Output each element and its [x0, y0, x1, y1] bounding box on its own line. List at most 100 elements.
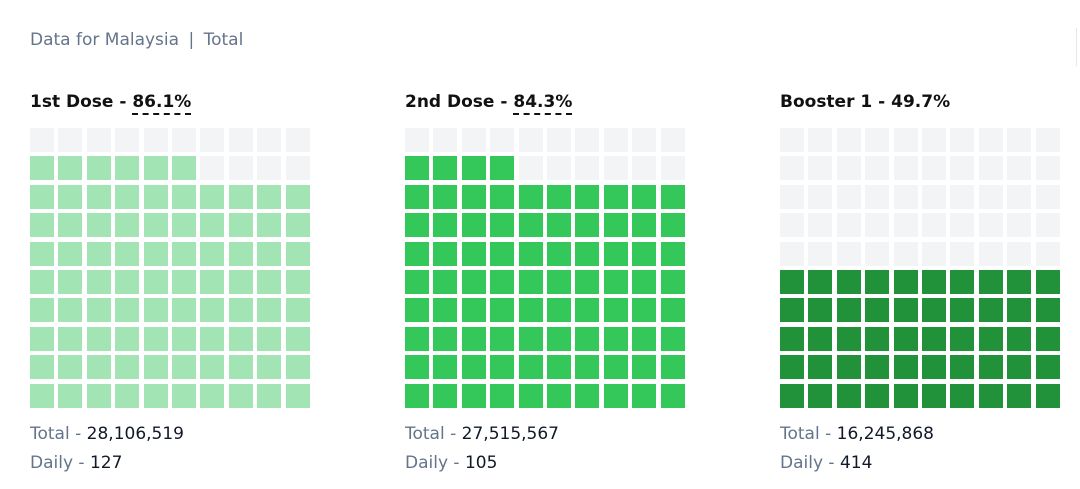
waffle-cell-filled: [632, 241, 657, 266]
waffle-cell-filled: [86, 184, 111, 209]
panel-title: Booster 1 - 49.7%: [780, 91, 1062, 115]
waffle-cell-filled: [228, 270, 253, 294]
waffle-cell-filled: [547, 270, 571, 294]
waffle-cell-filled: [518, 383, 543, 408]
waffle-cell-empty: [1035, 184, 1060, 209]
waffle-cell-empty: [836, 213, 861, 238]
waffle-cell-filled: [143, 156, 168, 181]
waffle-cell-filled: [433, 213, 458, 238]
waffle-cell-filled: [603, 326, 628, 351]
waffle-cell-filled: [865, 355, 890, 380]
waffle-cell-filled: [461, 241, 486, 266]
total-value: 28,106,519: [86, 424, 184, 444]
percent-label[interactable]: 86.1%: [132, 92, 192, 115]
waffle-cell-filled: [780, 383, 804, 408]
waffle-cell-filled: [490, 156, 515, 181]
waffle-cell-filled: [490, 241, 515, 266]
waffle-cell-filled: [86, 298, 111, 323]
waffle-cell-filled: [978, 326, 1003, 351]
waffle-cell-filled: [172, 383, 196, 408]
daily-key: Daily -: [30, 453, 90, 473]
waffle-cell-empty: [978, 184, 1003, 209]
waffle-cell-filled: [575, 213, 600, 238]
waffle-cell-filled: [172, 241, 196, 266]
waffle-cell-filled: [978, 270, 1003, 294]
waffle-cell-filled: [257, 383, 282, 408]
waffle-cell-filled: [950, 383, 975, 408]
waffle-cell-filled: [115, 184, 140, 209]
waffle-cell-filled: [518, 270, 543, 294]
waffle-cell-filled: [865, 298, 890, 323]
waffle-cell-empty: [228, 156, 253, 181]
title-separator: -: [494, 92, 514, 112]
waffle-cell-filled: [461, 298, 486, 323]
waffle-cell-filled: [172, 326, 196, 351]
scope-label[interactable]: Total: [203, 30, 244, 50]
waffle-cell-filled: [780, 298, 804, 323]
waffle-cell-filled: [547, 298, 571, 323]
waffle-cell-filled: [603, 298, 628, 323]
waffle-cell-empty: [922, 184, 946, 209]
waffle-cell-filled: [257, 298, 282, 323]
waffle-cell-filled: [836, 383, 861, 408]
waffle-cell-filled: [30, 213, 54, 238]
waffle-cell-empty: [575, 128, 600, 152]
waffle-cell-empty: [143, 128, 168, 152]
waffle-cell-filled: [836, 355, 861, 380]
title-separator: -: [113, 92, 133, 112]
panel-booster-1: Booster 1 - 49.7% Total - 16,245,868 Dai…: [780, 91, 1062, 473]
waffle-cell-filled: [433, 156, 458, 181]
waffle-cell-filled: [285, 270, 310, 294]
waffle-cell-empty: [978, 241, 1003, 266]
waffle-cell-filled: [547, 355, 571, 380]
waffle-cell-filled: [143, 326, 168, 351]
waffle-cell-filled: [115, 156, 140, 181]
waffle-cell-filled: [575, 184, 600, 209]
waffle-cell-filled: [660, 383, 685, 408]
waffle-cell-filled: [58, 213, 83, 238]
waffle-cell-filled: [922, 383, 946, 408]
waffle-cell-empty: [1035, 156, 1060, 181]
waffle-cell-filled: [575, 241, 600, 266]
waffle-cell-filled: [950, 326, 975, 351]
waffle-cell-filled: [865, 383, 890, 408]
percent-label[interactable]: 84.3%: [513, 92, 573, 115]
waffle-cell-empty: [922, 213, 946, 238]
waffle-cell-filled: [200, 298, 225, 323]
waffle-cell-filled: [433, 355, 458, 380]
waffle-cell-filled: [86, 270, 111, 294]
waffle-cell-filled: [632, 270, 657, 294]
waffle-cell-empty: [950, 241, 975, 266]
waffle-cell-filled: [575, 326, 600, 351]
waffle-cell-empty: [893, 128, 918, 152]
waffle-cell-filled: [950, 298, 975, 323]
waffle-cell-filled: [660, 213, 685, 238]
waffle-cell-filled: [86, 156, 111, 181]
waffle-cell-filled: [433, 184, 458, 209]
waffle-cell-empty: [950, 184, 975, 209]
waffle-cell-empty: [518, 128, 543, 152]
waffle-cell-filled: [660, 241, 685, 266]
waffle-cell-filled: [836, 270, 861, 294]
waffle-cell-empty: [461, 128, 486, 152]
waffle-cell-filled: [461, 326, 486, 351]
waffle-cell-filled: [86, 355, 111, 380]
waffle-cell-filled: [1035, 270, 1060, 294]
waffle-cell-filled: [228, 298, 253, 323]
waffle-cell-filled: [405, 270, 429, 294]
waffle-cell-filled: [115, 383, 140, 408]
waffle-cell-filled: [1035, 298, 1060, 323]
total-row: Total - 28,106,519: [30, 421, 184, 450]
waffle-cell-filled: [632, 383, 657, 408]
waffle-cell-filled: [461, 213, 486, 238]
waffle-cell-empty: [808, 241, 833, 266]
waffle-cell-empty: [808, 156, 833, 181]
waffle-cell-filled: [547, 383, 571, 408]
waffle-cell-filled: [200, 241, 225, 266]
waffle-cell-filled: [780, 355, 804, 380]
waffle-cell-filled: [978, 298, 1003, 323]
waffle-cell-empty: [547, 128, 571, 152]
waffle-cell-filled: [405, 298, 429, 323]
waffle-cell-empty: [603, 128, 628, 152]
waffle-cell-filled: [172, 270, 196, 294]
